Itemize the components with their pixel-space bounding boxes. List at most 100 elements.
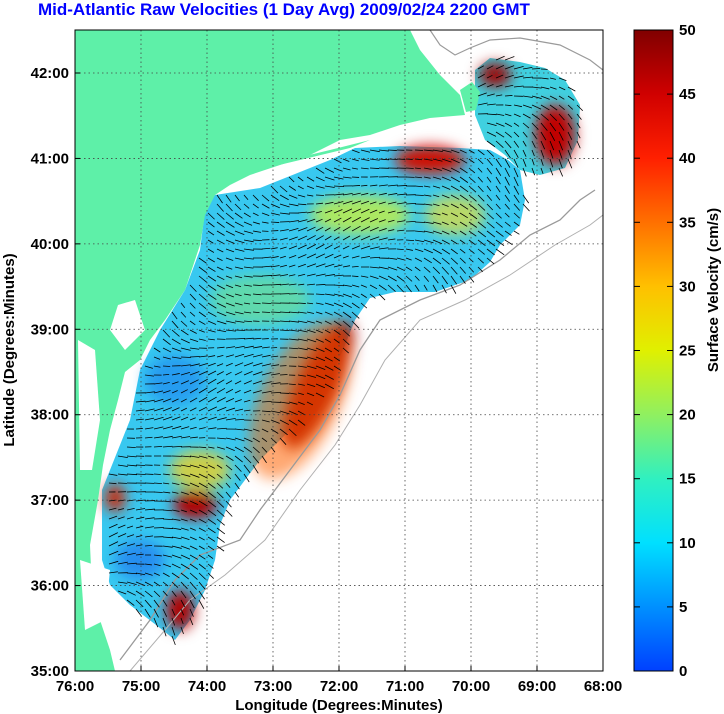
velocity-vector (171, 617, 176, 626)
velocity-vector (189, 518, 197, 523)
velocity-vector (189, 509, 198, 514)
velocity-vector (459, 230, 467, 236)
velocity-vector (135, 418, 144, 421)
velocity-vector (360, 158, 370, 162)
velocity-vector (171, 572, 180, 579)
velocity-vector (567, 140, 572, 150)
velocity-vector (540, 95, 550, 100)
velocity-vector (261, 346, 270, 349)
velocity-vector (360, 217, 370, 223)
velocity-vector (117, 542, 127, 547)
velocity-vector (414, 158, 423, 161)
velocity-vector (126, 464, 137, 467)
velocity-vector (234, 455, 243, 463)
velocity-vector (261, 221, 269, 224)
velocity-vector (171, 554, 182, 559)
velocity-vector (342, 293, 353, 298)
velocity-vector (288, 329, 299, 332)
velocity-vector (279, 229, 289, 232)
velocity-vector (243, 370, 253, 376)
velocity-vector (315, 365, 326, 371)
velocity-vector (378, 247, 389, 250)
velocity-vector (297, 311, 307, 314)
velocity-vector (522, 140, 527, 147)
velocity-vector (405, 239, 415, 242)
velocity-vector (234, 399, 242, 403)
velocity-vector (441, 167, 452, 172)
velocity-vector (306, 235, 316, 241)
velocity-vector (342, 302, 352, 309)
velocity-vector (252, 203, 259, 209)
velocity-vector (324, 347, 332, 353)
velocity-vector (117, 508, 125, 511)
velocity-vector (162, 356, 172, 360)
velocity-vector (369, 193, 377, 196)
velocity-vector (261, 247, 271, 250)
velocity-vector (207, 378, 217, 385)
velocity-vector (261, 203, 270, 209)
velocity-vector (189, 473, 200, 478)
velocity-vector (333, 329, 341, 335)
velocity-vector (360, 149, 371, 153)
velocity-vector (324, 218, 332, 223)
velocity-vector (171, 599, 176, 606)
velocity-vector (189, 347, 200, 350)
velocity-vector (549, 140, 555, 151)
velocity-vector (234, 266, 244, 270)
velocity-vector (306, 283, 315, 286)
velocity-vector (549, 122, 557, 132)
velocity-vector (297, 419, 306, 426)
velocity-vector (261, 428, 269, 433)
velocity-vector (261, 302, 272, 304)
velocity-vector (423, 212, 434, 215)
velocity-vector (216, 293, 226, 299)
velocity-vector (486, 140, 496, 148)
velocity-vector (558, 86, 566, 91)
velocity-vector (324, 365, 334, 371)
velocity-vector (216, 473, 223, 479)
velocity-vector (207, 406, 218, 412)
velocity-vector (423, 230, 434, 234)
velocity-vector (432, 248, 442, 255)
velocity-vector (126, 516, 134, 520)
velocity-vector (369, 293, 376, 299)
velocity-vector (126, 455, 137, 458)
colorbar-tick-label: 45 (679, 86, 696, 103)
velocity-vector (468, 239, 476, 246)
velocity-vector (396, 284, 405, 293)
velocity-vector (297, 194, 306, 198)
velocity-vector (378, 237, 388, 241)
chesapeake-bay (78, 340, 100, 470)
velocity-vector (216, 311, 227, 317)
velocity-vector (360, 235, 371, 241)
velocity-vector (279, 419, 290, 425)
velocity-vector (450, 266, 458, 275)
velocity-vector (171, 311, 178, 320)
velocity-vector (495, 158, 502, 168)
colorbar-tick-label: 5 (679, 599, 687, 616)
velocity-vector (207, 266, 216, 272)
velocity-vector (135, 464, 146, 466)
velocity-vector (405, 284, 412, 293)
velocity-vector (513, 122, 520, 127)
velocity-vector (486, 230, 496, 238)
velocity-vector (414, 185, 424, 188)
velocity-vector (144, 563, 152, 566)
velocity-vector (333, 193, 344, 196)
x-tick-label: 69:00 (518, 678, 556, 695)
velocity-vector (486, 65, 494, 70)
velocity-vector (369, 246, 380, 250)
velocity-vector (216, 500, 225, 508)
velocity-vector (207, 482, 216, 489)
velocity-vector (306, 392, 315, 397)
velocity-vector (243, 284, 252, 287)
velocity-vector (504, 149, 511, 159)
velocity-vector (207, 554, 214, 559)
velocity-vector (180, 416, 189, 421)
velocity-vector (261, 419, 270, 423)
velocity-vector (171, 545, 182, 549)
velocity-vector (540, 131, 547, 141)
velocity-vector (117, 561, 128, 565)
y-axis-ticks: 42:00 41:00 40:00 39:00 38:00 37:00 36:00 35:00 (31, 65, 80, 680)
velocity-vector (252, 464, 259, 474)
